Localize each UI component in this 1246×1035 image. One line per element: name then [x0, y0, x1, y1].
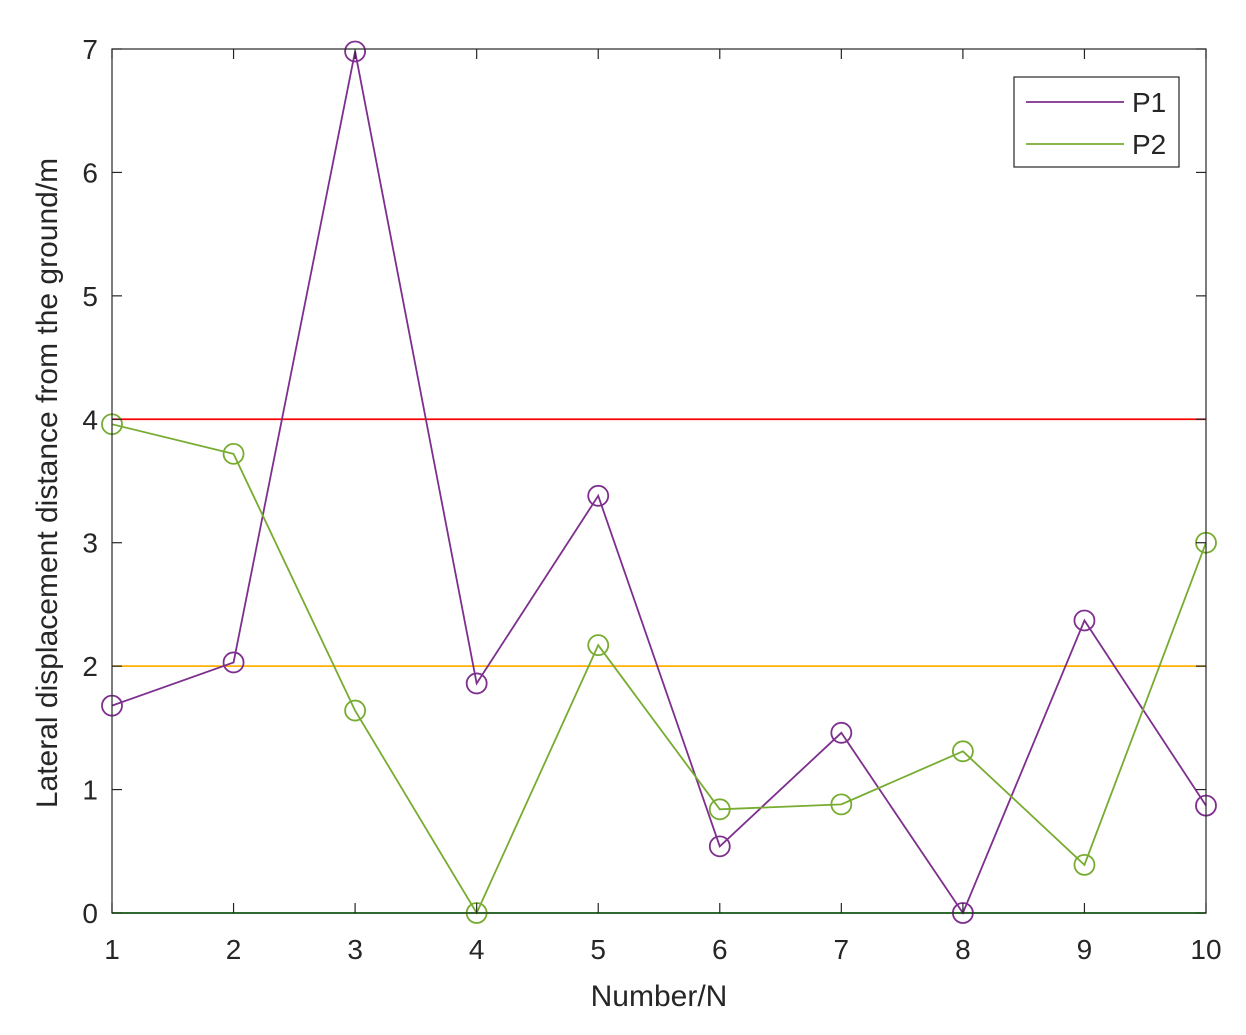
y-tick-label: 0 — [82, 898, 98, 929]
x-tick-label: 4 — [469, 934, 485, 965]
data-point-p2 — [344, 699, 367, 722]
data-point-p1 — [830, 721, 853, 744]
x-tick-label: 5 — [590, 934, 606, 965]
plot-area-frame — [111, 48, 1207, 914]
legend-label: P2 — [1132, 129, 1166, 160]
x-tick-label: 1 — [104, 934, 120, 965]
series-p1 — [101, 40, 1217, 924]
x-tick-label: 2 — [226, 934, 242, 965]
legend-box — [1013, 76, 1180, 168]
data-point-p2 — [830, 793, 853, 816]
y-tick-label: 2 — [82, 651, 98, 682]
data-point-p2 — [708, 798, 731, 821]
data-point-p1 — [587, 484, 610, 507]
y-tick-label: 1 — [82, 775, 98, 806]
data-point-p2 — [1073, 853, 1096, 876]
y-tick-label: 7 — [82, 34, 98, 65]
series-line-p1 — [111, 51, 1207, 915]
x-tick-label: 8 — [955, 934, 971, 965]
data-point-p2 — [222, 442, 245, 465]
x-tick-label: 3 — [347, 934, 363, 965]
legend-label: P1 — [1132, 87, 1166, 118]
data-point-p1 — [344, 40, 367, 63]
data-point-p1 — [1073, 609, 1096, 632]
y-tick-label: 5 — [82, 281, 98, 312]
y-axis-label: Lateral displacement distance from the g… — [31, 158, 64, 808]
x-axis-label: Number/N — [591, 980, 728, 1013]
y-tick-label: 3 — [82, 528, 98, 559]
data-point-p2 — [951, 740, 974, 763]
series-line-p2 — [111, 423, 1207, 915]
x-tick-label: 6 — [712, 934, 728, 965]
x-tick-label: 7 — [834, 934, 850, 965]
data-point-p1 — [465, 672, 488, 695]
x-tick-label: 9 — [1077, 934, 1093, 965]
y-tick-label: 6 — [82, 157, 98, 188]
x-axis-ticks: 1 2 3 4 5 6 7 8 9 10 — [104, 49, 1222, 965]
y-axis-ticks: 0 1 2 3 4 5 6 7 — [82, 34, 1206, 929]
data-point-p2 — [587, 634, 610, 657]
x-tick-label: 10 — [1190, 934, 1221, 965]
y-tick-label: 4 — [82, 404, 98, 435]
data-point-p1 — [708, 835, 731, 858]
data-point-p1 — [222, 651, 245, 674]
reference-lines — [112, 418, 1206, 914]
series-layer — [101, 40, 1217, 924]
